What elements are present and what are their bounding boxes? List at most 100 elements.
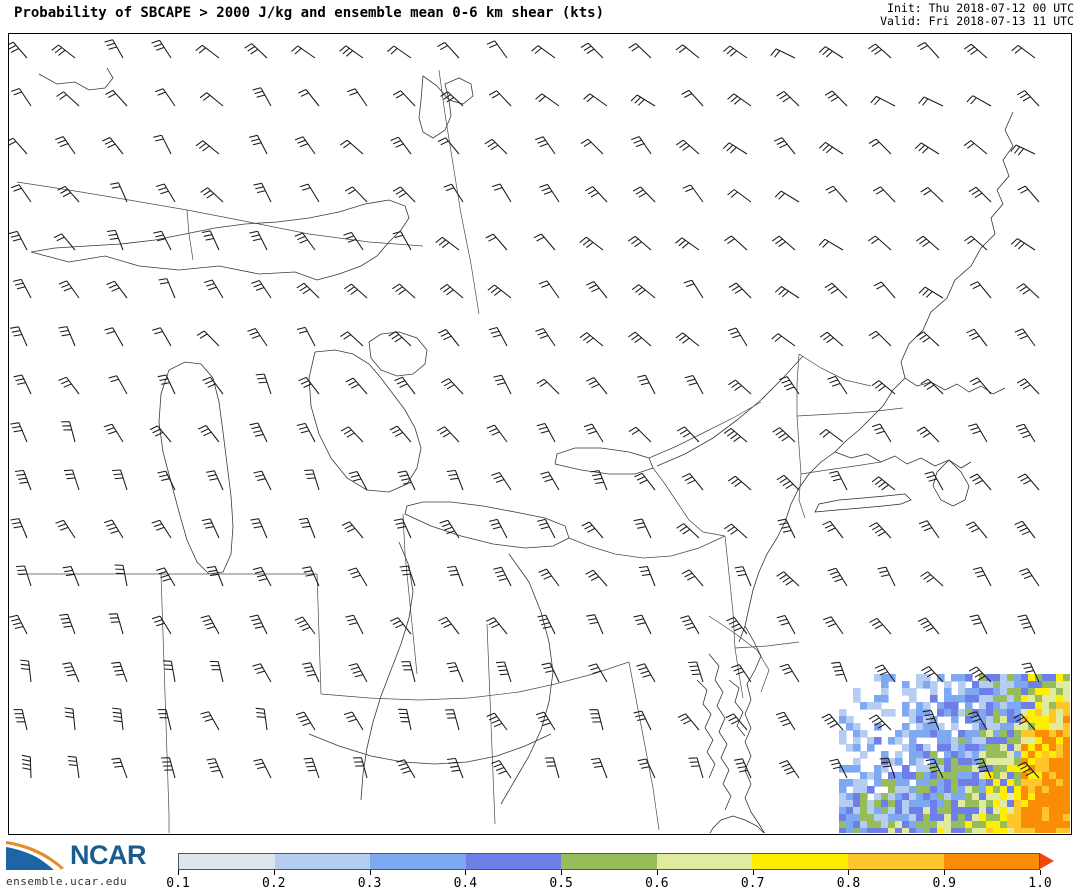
probability-cell [895,779,903,787]
probability-cell [937,821,945,829]
wind-barb [437,137,460,155]
probability-cell [923,814,931,822]
probability-cell [937,765,945,773]
wind-barb [255,707,268,731]
wind-barb [201,230,220,251]
wind-barb [872,186,896,203]
wind-barb [966,95,992,107]
wind-barb [965,521,988,539]
probability-cell [846,793,854,801]
probability-cell [867,800,875,808]
ncar-logo[interactable]: NCAR ensemble.ucar.edu [4,839,164,889]
probability-cell [1000,772,1008,780]
probability-cell [993,800,1001,808]
probability-cell [916,744,924,752]
wind-barb [252,566,272,587]
probability-cell [1014,744,1022,752]
probability-cell [1000,807,1008,815]
probability-cell [1063,674,1070,682]
probability-cell [839,709,847,717]
wind-barb [676,426,700,443]
probability-cell [1049,772,1057,780]
wind-barb [493,374,512,395]
probability-cell [986,716,994,724]
probability-cell [1007,744,1015,752]
wind-barb [681,473,704,491]
wind-barb [585,569,608,587]
probability-cell [1042,772,1050,780]
wind-barb [352,757,368,779]
probability-cell [1014,779,1022,787]
wind-barb [681,569,704,587]
probability-cell [986,681,994,689]
wind-barb [682,184,704,203]
probability-cell [1007,807,1015,815]
probability-cell [860,779,868,787]
page-title: Probability of SBCAPE > 2000 J/kg and en… [14,5,605,21]
probability-cell [874,807,882,815]
wind-barb [1017,90,1040,107]
probability-cell [1000,814,1008,822]
probability-cell [958,709,966,717]
probability-cell [1049,779,1057,787]
probability-cell [1000,709,1008,717]
wind-barb [440,91,464,107]
wind-barb [728,282,752,299]
probability-cell [909,709,917,717]
wind-barb [538,568,560,587]
wind-barb [677,713,700,731]
wind-barb [12,278,32,299]
map-panel[interactable] [8,33,1072,835]
probability-cell [1063,751,1070,759]
probability-cell [1035,709,1043,717]
probability-cell [1035,814,1043,822]
wind-barb [64,707,76,731]
wind-barb [968,186,992,203]
wind-barb [627,235,652,251]
probability-cell [1056,674,1064,682]
wind-barb [776,614,796,635]
probability-cell [965,772,973,780]
wind-barb [441,378,464,395]
wind-barb [628,426,652,443]
probability-cell [1028,737,1036,745]
probability-cell [1014,681,1022,689]
wind-barb [294,136,316,155]
probability-cell [881,765,889,773]
probability-cell [1049,695,1057,703]
probability-cell [909,793,917,801]
probability-cell [1056,800,1064,808]
probability-cell [1042,702,1050,710]
wind-barb [10,184,32,203]
wind-barb [1016,378,1040,395]
wind-barb [58,280,80,299]
header-bar: Probability of SBCAPE > 2000 J/kg and en… [0,0,1080,33]
probability-cell [923,751,931,759]
colorbar[interactable]: 0.1 0.2 0.3 0.4 0.5 0.6 0.7 0.8 0.9 1.0 [166,853,1054,893]
wind-barb [723,45,748,59]
wind-barb [537,614,556,635]
probability-cell [1014,716,1022,724]
probability-cell [930,772,938,780]
wind-barb [438,616,460,635]
probability-cell [1063,716,1070,724]
wind-barb [58,376,80,395]
wind-barb [920,378,944,395]
wind-barb [200,615,220,635]
wind-barb [831,661,848,683]
probability-cell [993,821,1001,829]
probability-cell [860,828,868,833]
probability-cell [923,779,931,787]
wind-barb [676,523,700,539]
wind-barb [675,44,700,59]
wind-barb [585,186,608,203]
probability-cell [1056,744,1064,752]
probability-cell [1014,723,1022,731]
probability-cell [888,807,896,815]
wind-barb [819,428,844,443]
probability-cell [881,793,889,801]
probability-cell [930,716,938,724]
probability-cell [902,681,910,689]
wind-barb [62,565,80,587]
wind-barb [540,471,560,491]
